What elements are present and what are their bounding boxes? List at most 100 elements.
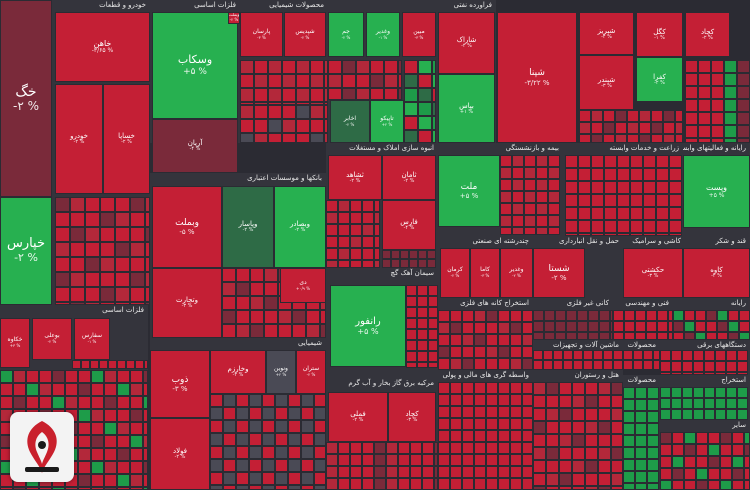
stock-tile[interactable]: فولاد -۲ %: [150, 418, 210, 490]
stock-cell[interactable]: [417, 351, 428, 362]
stock-cell[interactable]: [635, 447, 647, 459]
stock-cell[interactable]: [604, 220, 617, 233]
stock-cell[interactable]: [39, 383, 52, 396]
stock-cell[interactable]: [524, 191, 536, 203]
stock-cell[interactable]: [422, 478, 434, 490]
stock-cell[interactable]: [684, 332, 695, 340]
stock-cell[interactable]: [565, 220, 578, 233]
stock-cell[interactable]: [130, 242, 145, 257]
stock-cell[interactable]: [55, 287, 70, 302]
stock-cell[interactable]: [301, 472, 314, 485]
stock-cell[interactable]: [544, 332, 555, 340]
stock-tile[interactable]: سفارس -۱ %: [74, 318, 110, 360]
stock-cell[interactable]: [432, 60, 436, 74]
stock-cell[interactable]: [262, 433, 275, 446]
stock-cell[interactable]: [398, 88, 402, 100]
stock-cell[interactable]: [314, 407, 326, 420]
stock-cell[interactable]: [264, 282, 278, 296]
stock-cell[interactable]: [462, 346, 474, 358]
stock-cell[interactable]: [306, 324, 320, 338]
stock-cell[interactable]: [566, 321, 577, 332]
stock-cell[interactable]: [254, 60, 268, 74]
stock-cell[interactable]: [301, 459, 314, 472]
stock-cell[interactable]: [404, 130, 418, 143]
stock-cell[interactable]: [630, 207, 643, 220]
stock-cell[interactable]: [671, 350, 682, 361]
stock-cell[interactable]: [324, 102, 328, 105]
stock-cell[interactable]: [559, 408, 572, 421]
stock-cell[interactable]: [548, 155, 560, 167]
stock-tile[interactable]: خکاوه +۳ %: [0, 318, 30, 368]
stock-cell[interactable]: [282, 133, 296, 143]
stock-cell[interactable]: [338, 224, 350, 236]
stock-cell[interactable]: [660, 361, 671, 372]
stock-cell[interactable]: [254, 105, 268, 119]
stock-cell[interactable]: [249, 394, 262, 407]
stock-cell[interactable]: [268, 119, 282, 133]
stock-cell[interactable]: [613, 350, 623, 360]
stock-cell[interactable]: [65, 383, 78, 396]
stock-cell[interactable]: [406, 329, 417, 340]
stock-cell[interactable]: [130, 383, 143, 396]
stock-cell[interactable]: [386, 466, 398, 478]
stock-cell[interactable]: [432, 102, 436, 116]
stock-cell[interactable]: [737, 372, 748, 375]
stock-cell[interactable]: [635, 310, 646, 321]
stock-cell[interactable]: [585, 486, 598, 490]
stock-cell[interactable]: [711, 112, 724, 125]
stock-cell[interactable]: [486, 310, 498, 322]
stock-cell[interactable]: [85, 197, 100, 212]
stock-cell[interactable]: [462, 322, 474, 334]
stock-cell[interactable]: [563, 350, 573, 360]
stock-cell[interactable]: [724, 60, 737, 73]
stock-cell[interactable]: [673, 332, 684, 340]
stock-cell[interactable]: [512, 215, 524, 227]
stock-cell[interactable]: [611, 473, 623, 486]
stock-tile[interactable]: بوعلی -۲ %: [32, 318, 72, 360]
stock-cell[interactable]: [498, 442, 510, 454]
stock-cell[interactable]: [711, 125, 724, 138]
stock-cell[interactable]: [240, 74, 254, 88]
stock-cell[interactable]: [708, 468, 720, 480]
stock-cell[interactable]: [617, 220, 630, 233]
stock-cell[interactable]: [685, 60, 698, 73]
stock-cell[interactable]: [603, 350, 613, 360]
stock-cell[interactable]: [70, 227, 85, 242]
stock-cell[interactable]: [536, 191, 548, 203]
stock-cell[interactable]: [486, 430, 498, 442]
stock-cell[interactable]: [559, 460, 572, 473]
stock-cell[interactable]: [350, 442, 362, 454]
stock-tile[interactable]: خپارس -۲ %: [0, 197, 52, 305]
stock-cell[interactable]: [100, 287, 115, 302]
stock-cell[interactable]: [310, 105, 324, 119]
stock-cell[interactable]: [130, 227, 145, 242]
stock-cell[interactable]: [615, 134, 627, 143]
stock-cell[interactable]: [450, 442, 462, 454]
stock-cell[interactable]: [338, 248, 350, 260]
stock-cell[interactable]: [623, 483, 635, 490]
stock-cell[interactable]: [26, 396, 39, 409]
stock-cell[interactable]: [78, 396, 91, 409]
stock-cell[interactable]: [698, 60, 711, 73]
stock-cell[interactable]: [663, 122, 675, 134]
stock-cell[interactable]: [546, 408, 559, 421]
stock-cell[interactable]: [704, 398, 715, 409]
stock-cell[interactable]: [598, 395, 611, 408]
stock-cell[interactable]: [533, 395, 546, 408]
stock-cell[interactable]: [555, 332, 566, 340]
stock-cell[interactable]: [737, 73, 750, 86]
stock-cell[interactable]: [81, 360, 90, 369]
stock-cell[interactable]: [708, 432, 720, 444]
stock-cell[interactable]: [236, 324, 250, 338]
stock-cell[interactable]: [52, 370, 65, 383]
stock-cell[interactable]: [498, 406, 510, 418]
stock-cell[interactable]: [462, 406, 474, 418]
stock-cell[interactable]: [115, 212, 130, 227]
stock-cell[interactable]: [598, 434, 611, 447]
stock-cell[interactable]: [117, 370, 130, 383]
stock-cell[interactable]: [210, 446, 223, 459]
stock-tile[interactable]: وتجارت -۳ %: [152, 268, 222, 338]
stock-cell[interactable]: [310, 119, 324, 133]
stock-cell[interactable]: [13, 370, 26, 383]
stock-cell[interactable]: [588, 310, 599, 321]
